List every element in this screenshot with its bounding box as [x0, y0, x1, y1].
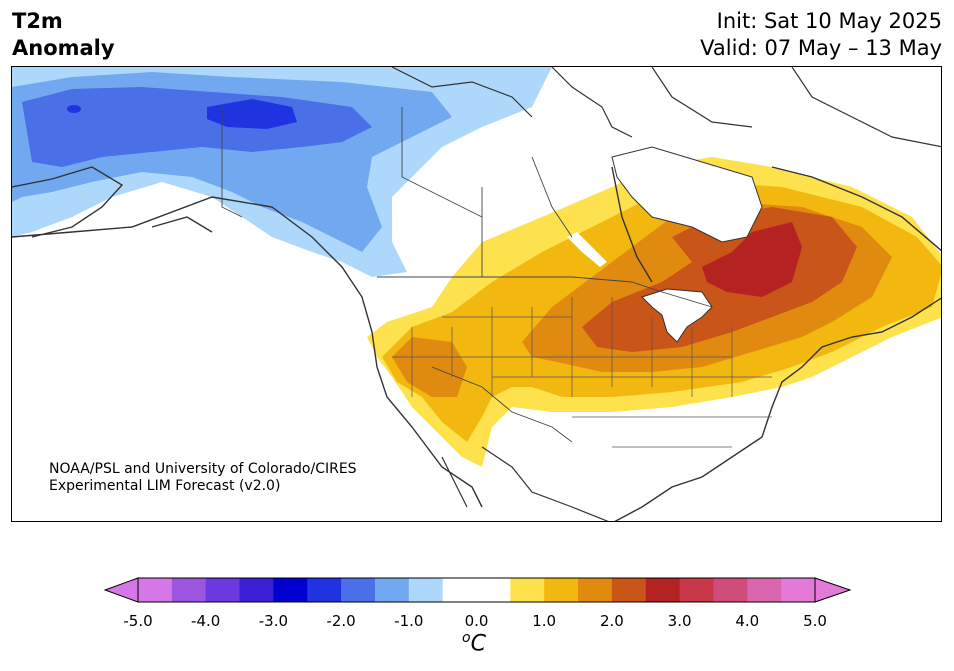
colorbar-swatch: [408, 578, 444, 602]
colorbar-tick-label: -2.0: [326, 612, 356, 630]
map-canvas: [12, 67, 941, 521]
anomaly-region-cold-5: [67, 105, 81, 113]
forecast-dates: Init: Sat 10 May 2025 Valid: 07 May – 13…: [700, 8, 942, 62]
colorbar-swatch: [781, 578, 816, 602]
colorbar-swatch: [679, 578, 714, 602]
colorbar-swatch: [510, 578, 545, 602]
credit-line-2: Experimental LIM Forecast (v2.0): [49, 478, 281, 494]
map-title: T2m Anomaly: [12, 8, 115, 62]
credit-text: NOAA/PSL and University of Colorado/CIRE…: [49, 461, 357, 495]
colorbar-tick-label: -3.0: [258, 612, 289, 630]
colorbar-swatch: [171, 578, 207, 602]
colorbar-under-arrow: [103, 577, 139, 603]
colorbar-swatch: [578, 578, 613, 602]
colorbar-tick-label: 3.0: [667, 612, 692, 630]
colorbar-unit: oC: [462, 630, 486, 656]
colorbar-swatch: [341, 578, 376, 602]
state-borders: [392, 297, 772, 448]
colorbar-tick-label: -4.0: [191, 612, 221, 630]
unit-prefix: o: [462, 630, 471, 646]
colorbar-swatch: [374, 578, 410, 602]
colorbar-swatch: [645, 578, 681, 602]
valid-range: Valid: 07 May – 13 May: [700, 36, 942, 60]
colorbar-swatch: [239, 578, 274, 602]
credit-line-1: NOAA/PSL and University of Colorado/CIRE…: [49, 461, 357, 477]
colorbar-swatch: [544, 578, 579, 602]
anomaly-region-warm-5: [702, 222, 802, 297]
anomaly-region-cold-4: [207, 99, 297, 129]
colorbar-swatch: [273, 578, 308, 602]
colorbar-tick-label: -1.0: [394, 612, 424, 630]
hudson-bay: [611, 146, 763, 243]
country-borders: [221, 107, 713, 443]
great-lakes: [641, 288, 713, 343]
colorbar-over-arrow: [814, 577, 852, 603]
colorbar-swatch: [476, 578, 511, 602]
colorbar-tick-label: -5.0: [123, 612, 153, 630]
colorbar-tick-label: 4.0: [735, 612, 760, 630]
colorbar-tick-label: 1.0: [532, 612, 557, 630]
unit-label: C: [470, 631, 486, 657]
colorbar-swatch: [713, 578, 748, 602]
colorbar-swatch: [611, 578, 647, 602]
coastline-east: [611, 166, 941, 521]
colorbar: [103, 577, 852, 603]
colorbar-swatch: [307, 578, 342, 602]
colorbar-swatch: [138, 578, 173, 602]
colorbar-tick-label: 0.0: [464, 612, 489, 630]
init-date: Init: Sat 10 May 2025: [716, 9, 942, 33]
colorbar-swatch: [205, 578, 241, 602]
colorbar-swatch: [747, 578, 782, 602]
lake-winnipeg: [567, 232, 607, 267]
title-line-1: T2m: [12, 9, 63, 33]
colorbar-tick-label: 5.0: [803, 612, 827, 630]
coastline-arctic: [391, 67, 941, 148]
colorbar-tick-label: 2.0: [599, 612, 624, 630]
mexico-coast: [441, 446, 609, 521]
anomaly-map: [11, 66, 942, 522]
title-line-2: Anomaly: [12, 36, 115, 60]
colorbar-border: [137, 577, 816, 603]
coastline-west: [12, 166, 483, 508]
colorbar-swatch: [442, 578, 477, 602]
anomaly-region-warm-3b: [392, 337, 467, 397]
